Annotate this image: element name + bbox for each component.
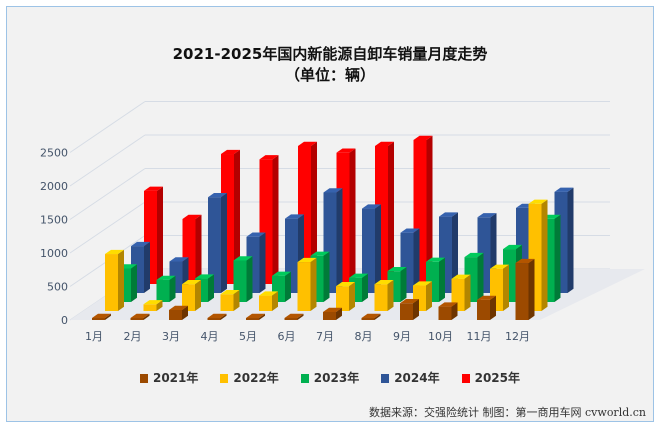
bar-2022年-5月 — [259, 291, 278, 311]
legend-label: 2023年 — [313, 371, 360, 385]
x-tick-label: 3月 — [162, 330, 180, 343]
bar-2024年-7月 — [362, 204, 381, 293]
bar-2024年-3月 — [208, 192, 227, 293]
x-tick-label: 4月 — [201, 330, 219, 343]
bar-2021年-1月 — [92, 313, 111, 320]
y-tick-label: 500 — [47, 281, 68, 294]
legend-swatch — [139, 374, 148, 383]
x-tick-label: 9月 — [393, 330, 411, 343]
bar-2021年-8月 — [361, 313, 381, 320]
x-tick-label: 2月 — [124, 330, 142, 343]
bar-2022年-6月 — [297, 257, 317, 311]
legend: 2021年 2022年 2023年 2024年 2025年 — [0, 369, 660, 386]
x-tick-label: 1月 — [85, 330, 103, 343]
x-tick-label: 7月 — [316, 330, 334, 343]
bar-2021年-5月 — [246, 313, 265, 320]
bar-2021年-2月 — [130, 313, 150, 320]
x-tick-label: 8月 — [355, 330, 373, 343]
y-tick-label: 2500 — [40, 147, 68, 160]
bar-2021年-7月 — [323, 307, 342, 320]
legend-label: 2022年 — [233, 371, 279, 385]
bar-2021年-3月 — [169, 305, 188, 320]
x-tick-label: 5月 — [239, 330, 257, 343]
bar-2022年-4月 — [220, 290, 240, 311]
legend-label: 2021年 — [152, 371, 199, 385]
legend-item: 2023年 — [300, 369, 360, 386]
legend-item: 2022年 — [220, 369, 279, 386]
gridline-diagonal — [69, 134, 146, 187]
x-tick-label: 12月 — [505, 330, 530, 343]
bar-2021年-4月 — [207, 313, 227, 320]
bar-2024年-9月 — [439, 212, 458, 293]
source-note: 数据来源：交强险统计 制图：第一商用车网 cvworld.cn — [369, 406, 646, 419]
bar-2021年-10月 — [438, 302, 458, 320]
x-tick-label: 10月 — [428, 330, 453, 343]
bar-2023年-10月 — [464, 252, 484, 302]
chart-title: 2021-2025年国内新能源自卸车销量月度走势 — [172, 45, 488, 63]
bar-2022年-3月 — [182, 280, 201, 311]
legend-swatch — [381, 374, 390, 383]
legend-swatch — [461, 374, 470, 383]
legend-swatch — [220, 374, 229, 383]
legend-swatch — [300, 374, 309, 383]
bar-2023年-4月 — [233, 256, 253, 302]
gridline-diagonal — [69, 101, 146, 153]
bar-2022年-2月 — [143, 300, 163, 311]
legend-item: 2024年 — [381, 369, 440, 386]
bar-2021年-11月 — [477, 295, 496, 320]
legend-label: 2024年 — [394, 371, 440, 385]
bar-2022年-1月 — [105, 249, 124, 311]
bar-2023年-2月 — [156, 275, 176, 302]
legend-label: 2025年 — [474, 371, 521, 385]
y-tick-label: 1500 — [40, 214, 68, 227]
y-tick-label: 0 — [61, 314, 68, 327]
y-tick-label: 2000 — [40, 180, 68, 193]
gridline-diagonal — [69, 168, 146, 220]
y-tick-label: 1000 — [40, 247, 68, 260]
bar-2021年-6月 — [284, 313, 304, 320]
bar-2022年-8月 — [374, 280, 394, 311]
legend-item: 2025年 — [461, 369, 521, 386]
bar-2021年-12月 — [515, 258, 535, 320]
bar-2021年-9月 — [400, 299, 419, 320]
gridline-diagonal — [69, 201, 146, 254]
x-tick-label: 11月 — [467, 330, 492, 343]
chart-subtitle: （单位：辆） — [284, 66, 375, 84]
x-tick-label: 6月 — [278, 330, 296, 343]
legend-item: 2021年 — [139, 369, 199, 386]
bar-2022年-7月 — [336, 282, 355, 311]
